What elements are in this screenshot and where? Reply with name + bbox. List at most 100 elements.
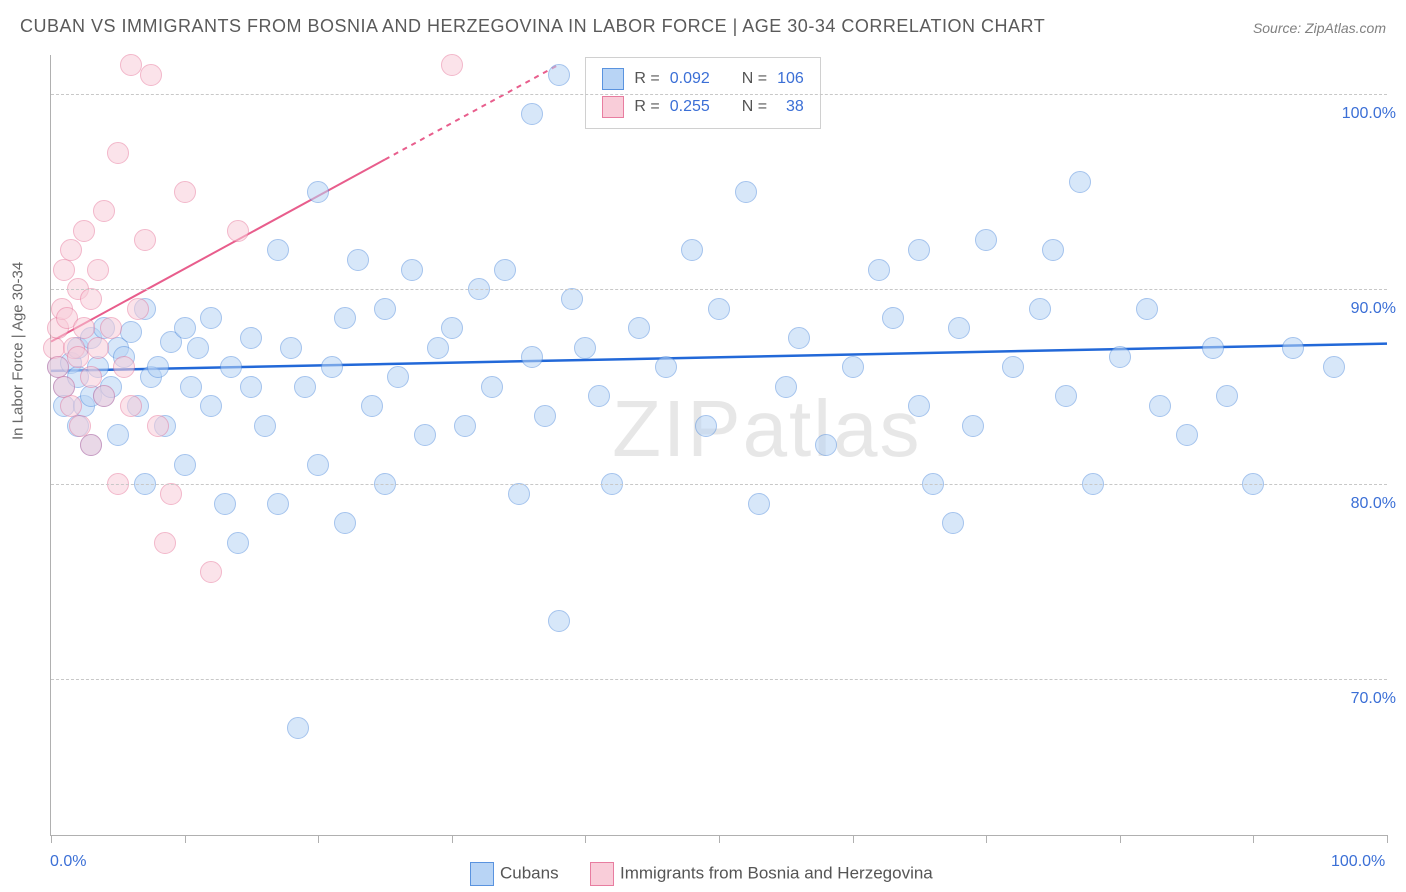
data-point [655,356,677,378]
data-point [574,337,596,359]
data-point [73,220,95,242]
data-point [240,327,262,349]
data-point [748,493,770,515]
x-tick [853,835,854,843]
data-point [134,229,156,251]
x-tick [452,835,453,843]
legend-n-label: N = [738,66,771,92]
chart-title: CUBAN VS IMMIGRANTS FROM BOSNIA AND HERZ… [20,16,1045,37]
data-point [681,239,703,261]
data-point [441,317,463,339]
y-tick-label: 100.0% [1342,105,1396,123]
data-point [1216,385,1238,407]
data-point [147,415,169,437]
data-point [227,532,249,554]
data-point [962,415,984,437]
legend-swatch [470,862,494,886]
legend-label: Immigrants from Bosnia and Herzegovina [620,863,933,882]
data-point [267,239,289,261]
data-point [254,415,276,437]
data-point [321,356,343,378]
data-point [1149,395,1171,417]
data-point [160,483,182,505]
data-point [347,249,369,271]
data-point [307,181,329,203]
data-point [548,64,570,86]
data-point [80,366,102,388]
data-point [120,54,142,76]
data-point [200,307,222,329]
data-point [494,259,516,281]
legend-label: Cubans [500,863,559,882]
data-point [1202,337,1224,359]
data-point [1109,346,1131,368]
data-point [1176,424,1198,446]
data-point [561,288,583,310]
gridline-h [51,679,1387,680]
x-tick [719,835,720,843]
points-layer [51,55,1387,835]
legend-r-value: 0.255 [666,94,714,120]
data-point [975,229,997,251]
data-point [120,395,142,417]
data-point [43,337,65,359]
x-tick [1120,835,1121,843]
data-point [1323,356,1345,378]
legend-swatch [602,96,624,118]
data-point [1002,356,1024,378]
y-axis-title: In Labor Force | Age 30-34 [10,262,27,440]
correlation-legend: R =0.092N =106R =0.255N =38 [585,57,820,129]
data-point [534,405,556,427]
x-tick-label: 0.0% [50,853,86,871]
data-point [454,415,476,437]
data-point [127,298,149,320]
data-point [120,321,142,343]
data-point [240,376,262,398]
data-point [87,337,109,359]
data-point [187,337,209,359]
data-point [1282,337,1304,359]
data-point [80,434,102,456]
data-point [628,317,650,339]
data-point [200,395,222,417]
y-tick-label: 90.0% [1351,300,1396,318]
data-point [427,337,449,359]
data-point [80,288,102,310]
data-point [948,317,970,339]
data-point [521,346,543,368]
data-point [588,385,610,407]
data-point [60,239,82,261]
x-tick [1387,835,1388,843]
data-point [374,298,396,320]
data-point [708,298,730,320]
data-point [100,317,122,339]
x-tick [1253,835,1254,843]
data-point [214,493,236,515]
data-point [280,337,302,359]
legend-row: R =0.255N =38 [598,94,807,120]
plot-area: ZIPatlas R =0.092N =106R =0.255N =38 [50,55,1387,836]
data-point [815,434,837,456]
x-tick [986,835,987,843]
data-point [414,424,436,446]
source-credit: Source: ZipAtlas.com [1253,20,1386,36]
data-point [1069,171,1091,193]
data-point [695,415,717,437]
legend-n-value: 38 [773,94,808,120]
gridline-h [51,94,1387,95]
data-point [113,356,135,378]
data-point [227,220,249,242]
data-point [87,259,109,281]
x-tick [585,835,586,843]
data-point [521,103,543,125]
data-point [387,366,409,388]
x-tick-label: 100.0% [1331,853,1385,871]
data-point [180,376,202,398]
data-point [93,385,115,407]
data-point [93,200,115,222]
data-point [842,356,864,378]
data-point [307,454,329,476]
data-point [1029,298,1051,320]
legend-r-value: 0.092 [666,66,714,92]
data-point [908,239,930,261]
